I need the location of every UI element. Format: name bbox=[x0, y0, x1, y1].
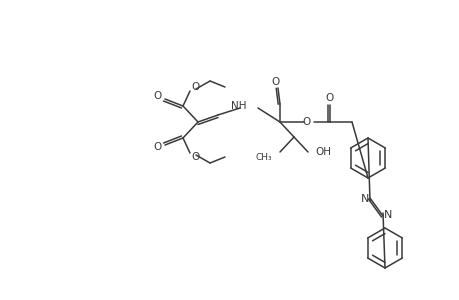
Text: N: N bbox=[383, 210, 392, 220]
Text: NH: NH bbox=[231, 101, 246, 111]
Text: O: O bbox=[325, 93, 333, 103]
Text: N: N bbox=[360, 194, 369, 204]
Text: O: O bbox=[271, 77, 280, 87]
Text: O: O bbox=[154, 91, 162, 101]
Text: O: O bbox=[154, 142, 162, 152]
Text: O: O bbox=[302, 117, 310, 127]
Text: CH₃: CH₃ bbox=[255, 152, 271, 161]
Text: O: O bbox=[191, 152, 200, 162]
Text: OH: OH bbox=[314, 147, 330, 157]
Text: O: O bbox=[191, 82, 200, 92]
